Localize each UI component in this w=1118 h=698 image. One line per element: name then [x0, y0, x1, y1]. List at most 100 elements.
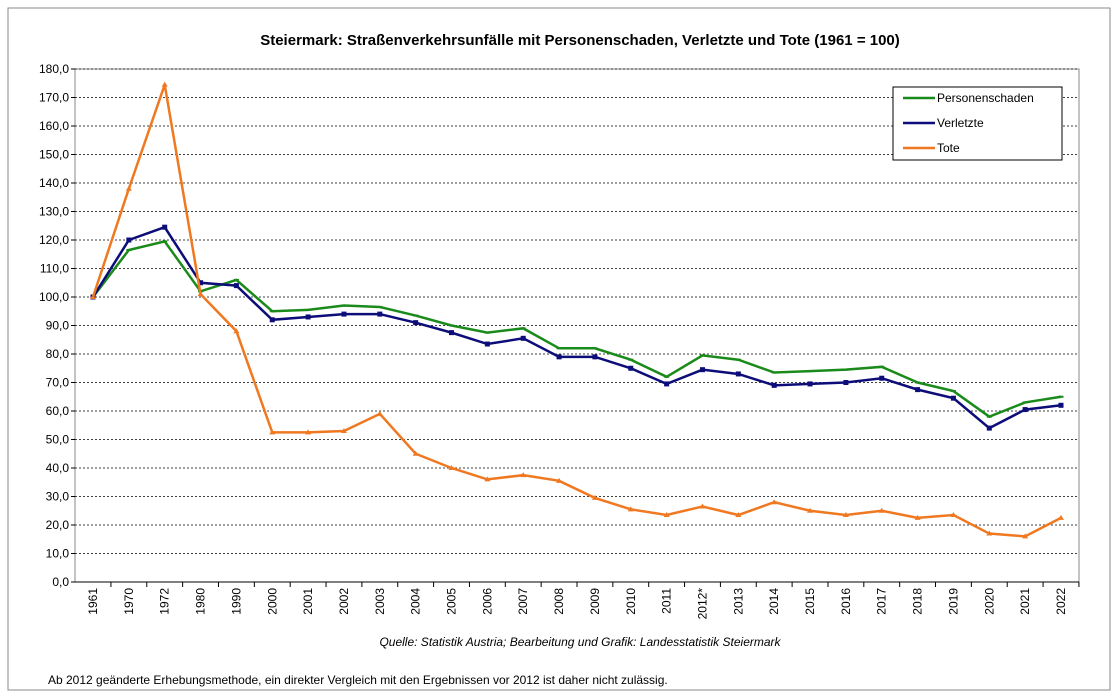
point: [950, 390, 956, 393]
point: [126, 248, 132, 251]
y-tick-label: 110,0: [40, 262, 69, 276]
point: [449, 330, 455, 336]
y-tick-label: 50,0: [46, 433, 70, 447]
point: [914, 514, 921, 520]
point: [735, 358, 741, 361]
point: [879, 365, 885, 368]
x-tick-label: 2000: [265, 588, 279, 615]
x-tick-label: 1990: [229, 588, 243, 615]
point: [305, 308, 311, 311]
y-tick-label: 40,0: [46, 461, 70, 475]
y-tick-label: 20,0: [46, 518, 70, 532]
legend-label: Tote: [937, 141, 960, 155]
point: [627, 506, 634, 512]
point: [520, 327, 526, 330]
point: [233, 278, 239, 281]
point: [735, 371, 741, 377]
point: [771, 371, 777, 374]
series-line: [92, 240, 1062, 419]
x-tick-label: 2015: [803, 588, 817, 615]
point: [771, 499, 778, 505]
point: [269, 429, 276, 435]
x-tick-label: 2014: [767, 588, 781, 615]
x-tick-label: 2008: [552, 588, 566, 615]
point: [950, 395, 956, 401]
point: [986, 425, 992, 431]
series-line: [91, 225, 1062, 430]
x-tick-label: 2018: [911, 588, 925, 615]
x-tick-label: 2011: [660, 588, 674, 614]
y-tick-label: 10,0: [46, 547, 70, 561]
point: [377, 305, 383, 308]
x-tick-label: 2001: [301, 588, 315, 615]
point: [162, 224, 168, 230]
point: [1022, 401, 1028, 404]
point: [269, 317, 275, 323]
point: [699, 367, 705, 373]
point: [448, 465, 455, 470]
y-tick-label: 170,0: [39, 91, 69, 105]
point: [341, 311, 347, 317]
point: [664, 375, 670, 378]
chart-title: Steiermark: Straßenverkehrsunfälle mit P…: [260, 32, 900, 49]
y-tick-label: 150,0: [39, 148, 69, 162]
x-tick-label: 2007: [516, 588, 530, 615]
point: [1058, 395, 1064, 398]
y-tick-label: 130,0: [39, 205, 69, 219]
x-tick-label: 1961: [86, 588, 100, 615]
y-tick-label: 70,0: [46, 376, 70, 390]
point: [591, 494, 598, 500]
x-tick-label: 2002: [337, 588, 351, 615]
point: [950, 512, 957, 518]
point: [1022, 533, 1029, 539]
x-tick-label: 1970: [122, 588, 136, 615]
point: [807, 381, 813, 387]
point: [1058, 402, 1064, 408]
x-tick-label: 2010: [624, 588, 638, 615]
point: [233, 328, 240, 334]
point: [340, 427, 347, 433]
point: [986, 530, 993, 536]
point: [412, 450, 419, 456]
point: [878, 507, 885, 513]
point: [735, 512, 742, 518]
legend-label: Verletzte: [937, 116, 984, 130]
point: [413, 320, 419, 326]
point: [843, 368, 849, 371]
y-tick-label: 160,0: [39, 119, 69, 133]
point: [484, 476, 491, 482]
point: [269, 310, 275, 313]
x-tick-label: 2005: [445, 588, 459, 615]
x-tick-label: 2004: [409, 588, 423, 615]
point: [161, 81, 168, 87]
point: [699, 503, 706, 509]
x-tick-label: 2009: [588, 588, 602, 615]
source: Quelle: Statistik Austria; Bearbeitung u…: [379, 635, 781, 649]
point: [843, 380, 849, 385]
point: [556, 347, 562, 350]
point: [771, 382, 777, 388]
point: [305, 429, 312, 435]
point: [305, 314, 311, 320]
y-tick-label: 30,0: [46, 490, 70, 504]
x-tick-label: 2012*: [695, 588, 709, 620]
y-tick-label: 140,0: [39, 176, 69, 190]
point: [699, 354, 705, 357]
x-tick-label: 1980: [194, 588, 208, 615]
point: [162, 240, 168, 243]
point: [1058, 514, 1064, 520]
point: [376, 410, 383, 416]
y-tick-label: 60,0: [46, 404, 70, 418]
x-tick-label: 2017: [875, 588, 889, 615]
y-tick-label: 120,0: [39, 233, 69, 247]
point: [126, 237, 132, 243]
point: [986, 415, 992, 418]
point: [198, 280, 204, 286]
point: [484, 341, 490, 347]
point: [842, 512, 849, 518]
point: [233, 283, 239, 289]
x-tick-label: 2006: [480, 588, 494, 615]
point: [628, 358, 634, 361]
point: [413, 314, 419, 317]
